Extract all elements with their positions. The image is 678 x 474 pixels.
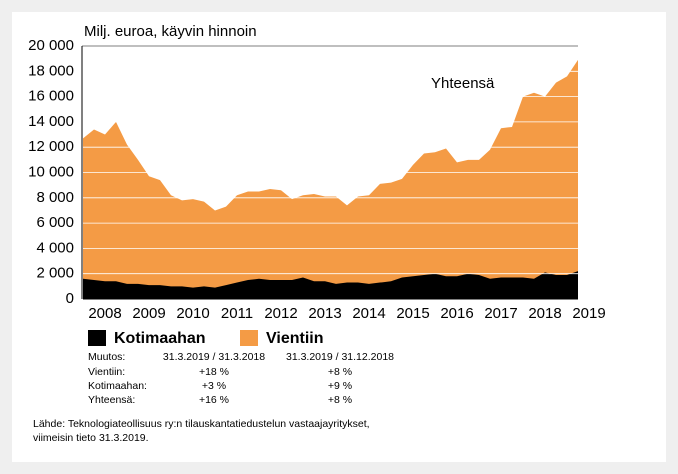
legend-swatch [240,330,258,346]
y-tick-label: 4 000 [36,239,74,256]
table-cell: Kotimaahan: [88,380,147,392]
legend-label: Kotimaahan [114,330,206,347]
y-tick-label: 12 000 [28,138,74,155]
y-tick-label: 0 [66,290,74,307]
x-tick-label: 2012 [264,305,297,322]
y-tick-label: 2 000 [36,265,74,282]
x-tick-label: 2014 [352,305,385,322]
x-tick-label: 2019 [572,305,605,322]
x-tick-label: 2011 [221,305,253,322]
x-tick-label: 2015 [396,305,429,322]
chart-title: Milj. euroa, käyvin hinnoin [84,23,257,40]
y-tick-label: 14 000 [28,113,74,130]
table-header: 31.3.2019 / 31.3.2018 [163,351,265,363]
area [83,271,578,299]
table-cell: +8 % [328,366,352,378]
area [83,59,578,299]
table-cell: Vientiin: [88,366,125,378]
y-tick-label: 8 000 [36,189,74,206]
x-tick-label: 2016 [440,305,473,322]
source: viimeisin tieto 31.3.2019. [33,432,149,444]
x-tick-label: 2018 [528,305,561,322]
legend-label: Vientiin [266,330,324,347]
x-tick-label: 2010 [176,305,209,322]
y-tick-label: 10 000 [28,163,74,180]
table-cell: +8 % [328,394,352,406]
table-cell: +9 % [328,380,352,392]
table-cell: +16 % [199,394,229,406]
source: Lähde: Teknologiateollisuus ry:n tilausk… [33,418,370,430]
x-tick-label: 2017 [484,305,517,322]
legend-swatch [88,330,106,346]
table-cell: +3 % [202,380,226,392]
table-header: Muutos: [88,351,125,363]
table-header: 31.3.2019 / 31.12.2018 [286,351,394,363]
x-tick-label: 2008 [88,305,121,322]
table-cell: +18 % [199,366,229,378]
table-cell: Yhteensä: [88,394,135,406]
y-tick-label: 18 000 [28,62,74,79]
x-tick-label: 2013 [308,305,341,322]
annotation: Yhteensä [431,75,495,92]
y-tick-label: 16 000 [28,88,74,105]
y-tick-label: 20 000 [28,37,74,54]
y-tick-label: 6 000 [36,214,74,231]
x-tick-label: 2009 [132,305,165,322]
